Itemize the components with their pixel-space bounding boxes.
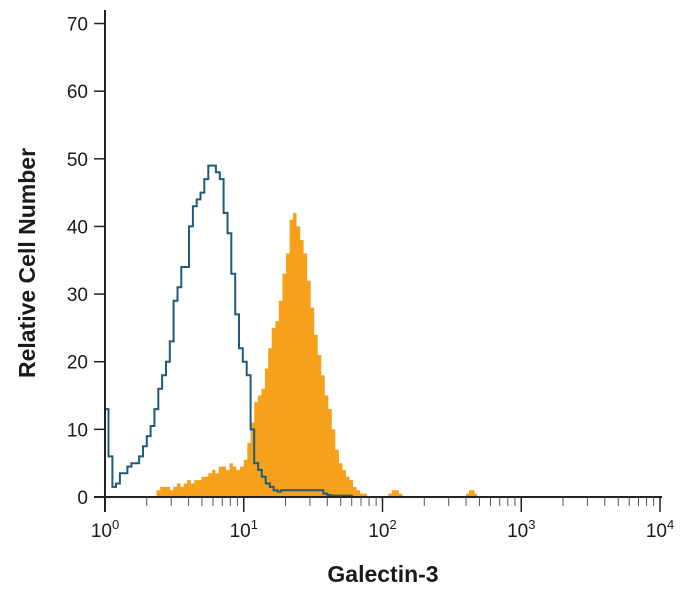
- x-tick-label: 103: [507, 517, 535, 542]
- y-tick-label: 20: [67, 353, 88, 374]
- axes-layer: [94, 10, 662, 512]
- y-tick-label: 40: [67, 217, 88, 238]
- x-tick-label: 104: [646, 517, 674, 542]
- x-axis-title: Galectin-3: [327, 561, 438, 587]
- y-axis-title: Relative Cell Number: [14, 148, 40, 378]
- histogram-series-outline: [104, 164, 660, 498]
- y-tick-label: 10: [67, 420, 88, 441]
- y-tick-label: 50: [67, 150, 88, 171]
- series-layer: [104, 164, 660, 498]
- x-tick-group: 100 101 102 103 104: [91, 497, 674, 542]
- y-tick-label: 70: [67, 15, 88, 36]
- y-tick-label: 30: [67, 285, 88, 306]
- y-tick-label: 60: [67, 82, 88, 103]
- histogram-series-filled: [152, 212, 660, 497]
- y-tick-group: 0 10 20 30 40 50 60 70: [67, 15, 105, 509]
- x-tick-label: 100: [91, 517, 119, 542]
- x-tick-label: 101: [230, 517, 258, 542]
- y-tick-label: 0: [77, 488, 88, 509]
- x-tick-label: 102: [368, 517, 396, 542]
